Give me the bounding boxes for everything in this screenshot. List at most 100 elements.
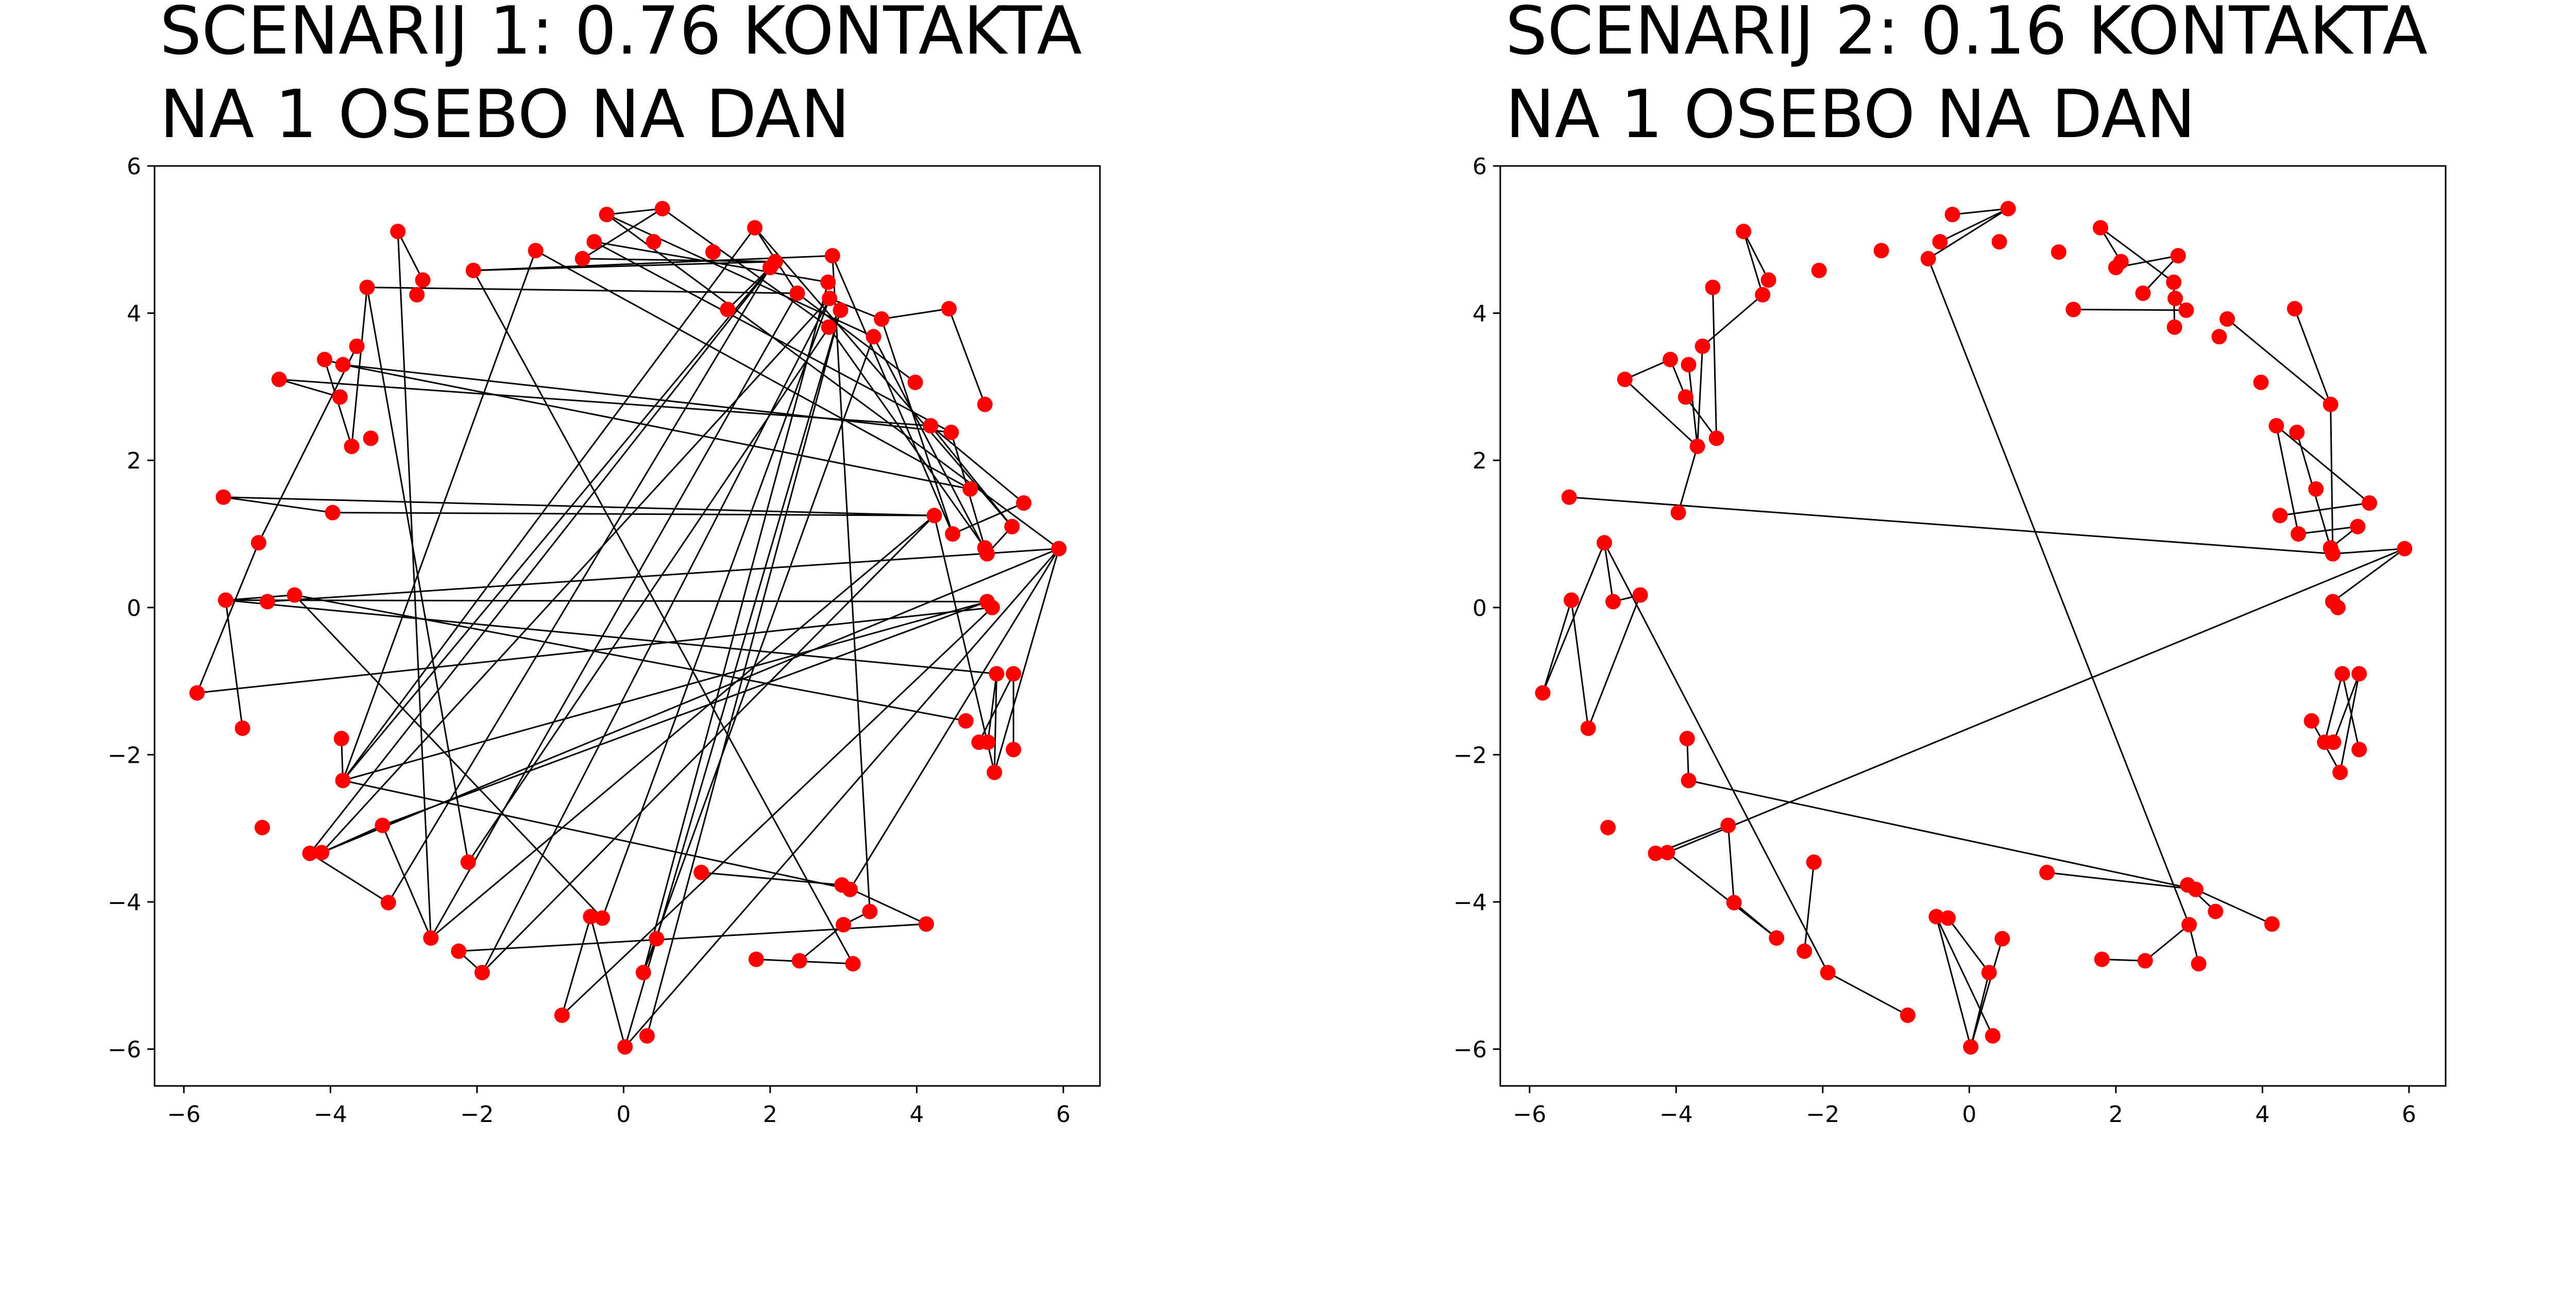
data-point <box>255 819 270 835</box>
contact-edge <box>2332 548 2405 555</box>
data-point <box>335 357 351 373</box>
data-point <box>1991 234 2007 250</box>
x-tick-label: 6 <box>1056 1101 1071 1128</box>
contact-edge <box>382 825 432 939</box>
data-point <box>2191 956 2207 971</box>
data-point <box>943 424 959 440</box>
data-point <box>907 374 923 390</box>
contact-edge <box>582 208 663 260</box>
contact-edge <box>225 599 997 675</box>
data-point <box>1726 895 1742 911</box>
contact-edge <box>1970 972 1990 1047</box>
y-tick-label: 0 <box>127 595 141 622</box>
data-point <box>1820 965 1836 981</box>
contact-edge <box>727 266 771 310</box>
data-point <box>380 895 396 911</box>
contact-edge <box>701 872 842 886</box>
data-point <box>574 250 590 266</box>
data-point <box>217 592 233 608</box>
contact-edge <box>1603 542 1614 602</box>
contact-edge <box>321 825 383 853</box>
contact-edge <box>397 231 423 281</box>
contact-edge <box>880 319 954 534</box>
data-point <box>595 910 611 926</box>
contact-edge <box>1727 825 1735 903</box>
contact-edge <box>1677 446 1699 513</box>
data-point <box>842 881 858 897</box>
contact-edge <box>1688 364 1699 447</box>
contact-edge <box>367 287 798 294</box>
data-point <box>363 430 379 446</box>
data-point <box>2253 374 2269 390</box>
data-point <box>617 1039 633 1055</box>
contact-edge <box>343 600 988 781</box>
x-tick-label: 2 <box>2109 1101 2123 1128</box>
data-point <box>215 489 231 505</box>
contact-edge <box>1742 231 1769 281</box>
data-point <box>1563 592 1579 608</box>
data-point <box>1755 287 1771 303</box>
data-point <box>1670 505 1686 521</box>
contact-edge <box>642 282 829 973</box>
data-point <box>980 734 996 750</box>
points-group <box>189 200 1067 1055</box>
data-point <box>2181 917 2197 933</box>
data-point <box>423 930 439 946</box>
data-point <box>958 713 974 729</box>
x-tick-label: 6 <box>2402 1101 2416 1128</box>
data-point <box>335 773 351 789</box>
contact-edge <box>881 308 950 320</box>
contact-edge <box>1688 779 2196 891</box>
data-point <box>747 220 763 236</box>
data-point <box>451 943 467 959</box>
contact-edge <box>459 923 926 952</box>
data-point <box>1632 587 1648 603</box>
data-point <box>1689 439 1705 455</box>
y-tick-label: −4 <box>108 890 141 916</box>
contact-edge <box>267 548 1059 602</box>
contact-edge <box>309 852 389 903</box>
data-point <box>1561 489 1577 505</box>
contact-edge <box>2142 255 2179 294</box>
data-point <box>1659 845 1675 861</box>
data-point <box>2166 274 2182 290</box>
contact-edge <box>535 249 971 490</box>
data-point <box>1681 357 1697 373</box>
data-point <box>409 287 425 303</box>
contact-edge <box>1952 208 2008 215</box>
contact-edge <box>342 267 771 781</box>
contact-edge <box>2047 872 2196 891</box>
data-point <box>821 319 837 335</box>
data-point <box>314 845 330 861</box>
contact-edge <box>2100 227 2175 283</box>
y-tick-label: −2 <box>1453 742 1487 768</box>
data-point <box>1648 845 1664 861</box>
contact-edge <box>343 364 971 490</box>
data-point <box>302 845 318 861</box>
data-point <box>1694 338 1710 354</box>
data-point <box>1900 1007 1916 1023</box>
data-point <box>1663 351 1679 367</box>
contact-edge <box>1712 287 1718 439</box>
data-point <box>2291 526 2307 542</box>
data-point <box>1617 372 1633 388</box>
data-point <box>2178 302 2194 318</box>
y-tick-label: 4 <box>127 301 141 327</box>
contact-edge <box>1667 548 2405 853</box>
data-point <box>836 917 852 933</box>
contact-edge <box>1827 971 1908 1016</box>
contact-edge <box>754 227 1013 527</box>
contact-edge <box>948 308 986 405</box>
contact-edge <box>2275 425 2299 534</box>
x-tick-label: 4 <box>2255 1101 2269 1128</box>
contact-edge <box>258 346 358 543</box>
contact-edge <box>2332 673 2360 743</box>
contact-edge <box>582 258 775 263</box>
contact-edge <box>987 674 997 743</box>
data-point <box>791 953 807 969</box>
contact-edge <box>2144 924 2190 962</box>
contact-edge <box>1702 294 1764 347</box>
data-point <box>2167 291 2183 307</box>
contact-edge <box>606 208 663 215</box>
data-point <box>1006 742 1022 758</box>
